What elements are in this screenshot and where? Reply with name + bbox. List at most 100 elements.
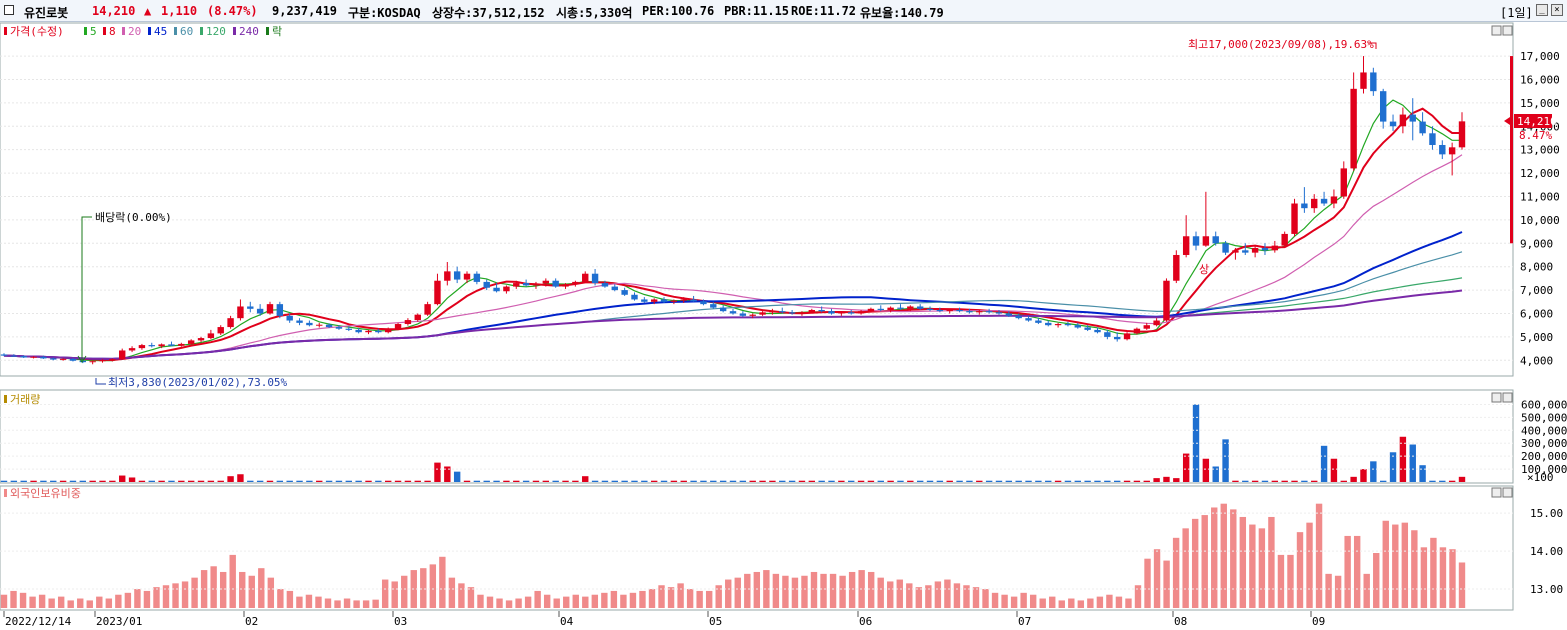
volume-bar [926,480,934,482]
foreign-bar [1382,520,1389,608]
foreign-bar [267,577,275,608]
volume-bar [1005,480,1013,482]
select-checkbox[interactable] [4,5,14,15]
candle-body [631,294,638,300]
candle-body [247,306,254,309]
candle-body [256,308,264,314]
volume-bar [345,480,352,482]
foreign-bar [467,587,475,608]
foreign-bar [658,585,665,608]
candle-body [168,344,175,346]
candle-body [818,309,825,312]
candle-body [601,283,609,287]
foreign-legend-label: 외국인보유비중 [10,487,81,500]
foreign-bar [48,598,55,608]
candle-body [493,287,500,292]
candle-body [1114,336,1121,340]
volume-value: 9,237,419 [272,4,338,18]
volume-bar [828,480,835,482]
legend-ma-label: 20 [128,25,141,38]
volume-bar [404,480,412,482]
volume-bar [1153,478,1160,482]
candle-body [1133,328,1141,334]
foreign-bar [524,596,532,608]
legend-ma-marker [233,27,236,35]
candle-body [20,356,27,358]
volume-bar [385,480,392,482]
foreign-pane-minimize-icon[interactable] [1491,487,1502,498]
candle-body [1202,236,1210,246]
candle-body [1291,203,1298,234]
foreign-bar [57,596,65,608]
foreign-bar [315,596,322,608]
candle-body [237,306,244,319]
volume-bar [1301,480,1308,482]
volume-bar [40,480,47,482]
volume-bar [187,480,195,482]
volume-bar [365,480,372,482]
price-pane-minimize-icon[interactable] [1491,25,1502,36]
pane-controls[interactable] [1491,25,1513,498]
volume-bar [749,480,756,482]
volume-pane-minimize-icon[interactable] [1491,392,1502,403]
foreign-bar [972,587,980,608]
foreign-bar [563,596,570,608]
foreign-bar [153,587,160,608]
volume-bar [916,480,924,482]
candle-body [1163,280,1170,321]
foreign-bar [429,564,437,608]
foreign-bar [1115,596,1123,608]
volume-bar [562,480,569,482]
volume-bar [1340,480,1347,482]
candle-body [1015,315,1022,319]
volume-bar [89,480,96,482]
foreign-bar [772,573,780,608]
candle-body [1242,250,1249,253]
date-label: 06 [859,615,872,628]
candle-body [1458,121,1466,148]
volume-bar [729,480,737,482]
date-label: 2023/01 [96,615,142,628]
period-selector[interactable]: [1일] [1500,6,1533,20]
legend-ma-marker [84,27,87,35]
candle-body [365,330,372,333]
candle-body [109,359,116,361]
candle-body [857,311,865,314]
close-icon[interactable]: × [1551,4,1563,16]
candle-body [1064,324,1072,326]
price-pane-close-icon[interactable] [1502,25,1513,36]
market-type: 구분:KOSDAQ [348,6,421,20]
volume-bar [542,480,550,482]
foreign-bar [343,598,351,608]
foreign-bar [591,594,599,608]
volume-bar [394,480,402,482]
volume-tick-label: 600,000 [1521,398,1567,411]
foreign-pane-close-icon[interactable] [1502,487,1513,498]
foreign-bar [67,600,74,608]
foreign-bar [334,600,341,608]
volume-pane-close-icon[interactable] [1502,392,1513,403]
foreign-bar [1191,518,1199,608]
legend-price-marker [4,27,7,35]
candle-body [660,299,668,302]
volume-bar [1458,476,1466,482]
volume-bar [1379,480,1387,482]
foreign-bar [181,581,189,608]
legend-ma-label: 120 [206,25,226,38]
volume-bar [119,475,126,482]
candle-body [1330,196,1338,204]
candle-body [1143,325,1150,329]
volume-bar [1350,476,1357,482]
candle-body [916,306,924,309]
legend-ma-marker [122,27,125,35]
volume-bar [522,480,530,482]
candle-body [1429,133,1436,145]
minimize-icon[interactable]: _ [1536,4,1548,16]
foreign-bar [782,575,789,608]
candle-body [158,344,165,347]
volume-bar [1045,480,1052,482]
candle-body [759,312,766,315]
candle-body [404,320,412,325]
foreign-bar [1039,598,1046,608]
candle-body [572,281,579,285]
